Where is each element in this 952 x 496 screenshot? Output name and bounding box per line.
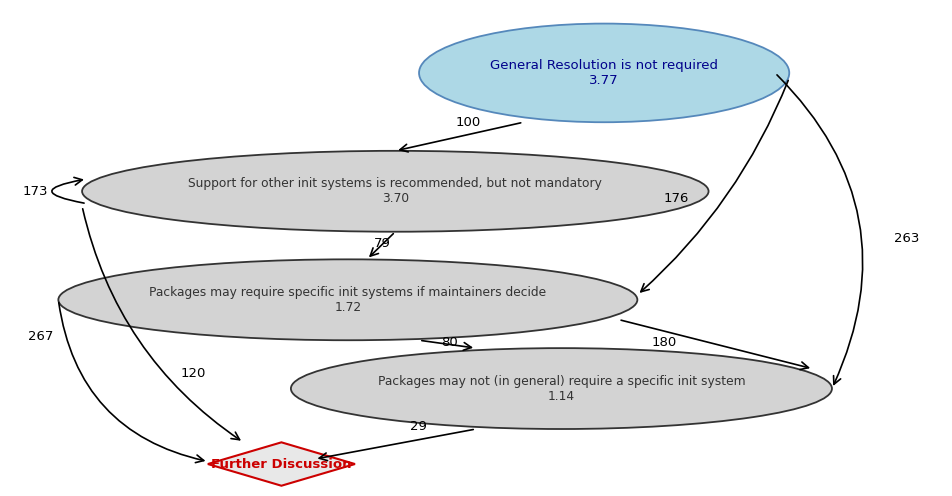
Polygon shape	[208, 442, 355, 486]
Ellipse shape	[291, 348, 832, 429]
Text: 79: 79	[373, 237, 390, 249]
Ellipse shape	[419, 24, 789, 122]
Text: Packages may require specific init systems if maintainers decide
1.72: Packages may require specific init syste…	[149, 286, 546, 314]
Text: 180: 180	[651, 336, 677, 349]
Text: 29: 29	[409, 420, 426, 433]
Text: Support for other init systems is recommended, but not mandatory
3.70: Support for other init systems is recomm…	[188, 177, 603, 205]
Ellipse shape	[58, 259, 638, 340]
Text: 176: 176	[664, 192, 689, 205]
Text: 80: 80	[441, 336, 458, 349]
Text: General Resolution is not required
3.77: General Resolution is not required 3.77	[490, 59, 718, 87]
Text: Further Discussion: Further Discussion	[211, 457, 351, 471]
Text: 267: 267	[28, 330, 53, 343]
Text: 263: 263	[894, 232, 919, 245]
Ellipse shape	[82, 151, 708, 232]
Text: Packages may not (in general) require a specific init system
1.14: Packages may not (in general) require a …	[378, 374, 745, 403]
Text: 120: 120	[180, 367, 206, 380]
Text: 100: 100	[455, 116, 481, 129]
Text: 173: 173	[22, 185, 48, 198]
